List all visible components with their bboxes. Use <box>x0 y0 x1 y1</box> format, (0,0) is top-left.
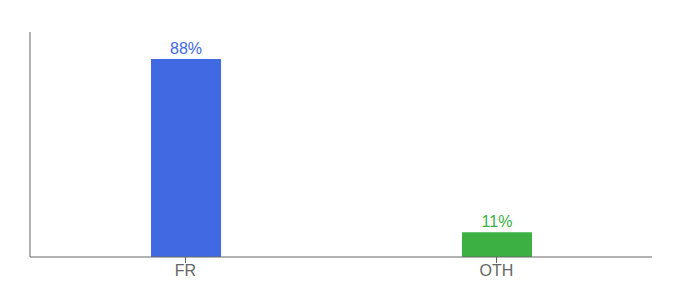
svg-text:FR: FR <box>175 262 196 279</box>
svg-text:88%: 88% <box>170 40 202 57</box>
svg-text:OTH: OTH <box>480 262 514 279</box>
svg-text:11%: 11% <box>482 213 513 230</box>
